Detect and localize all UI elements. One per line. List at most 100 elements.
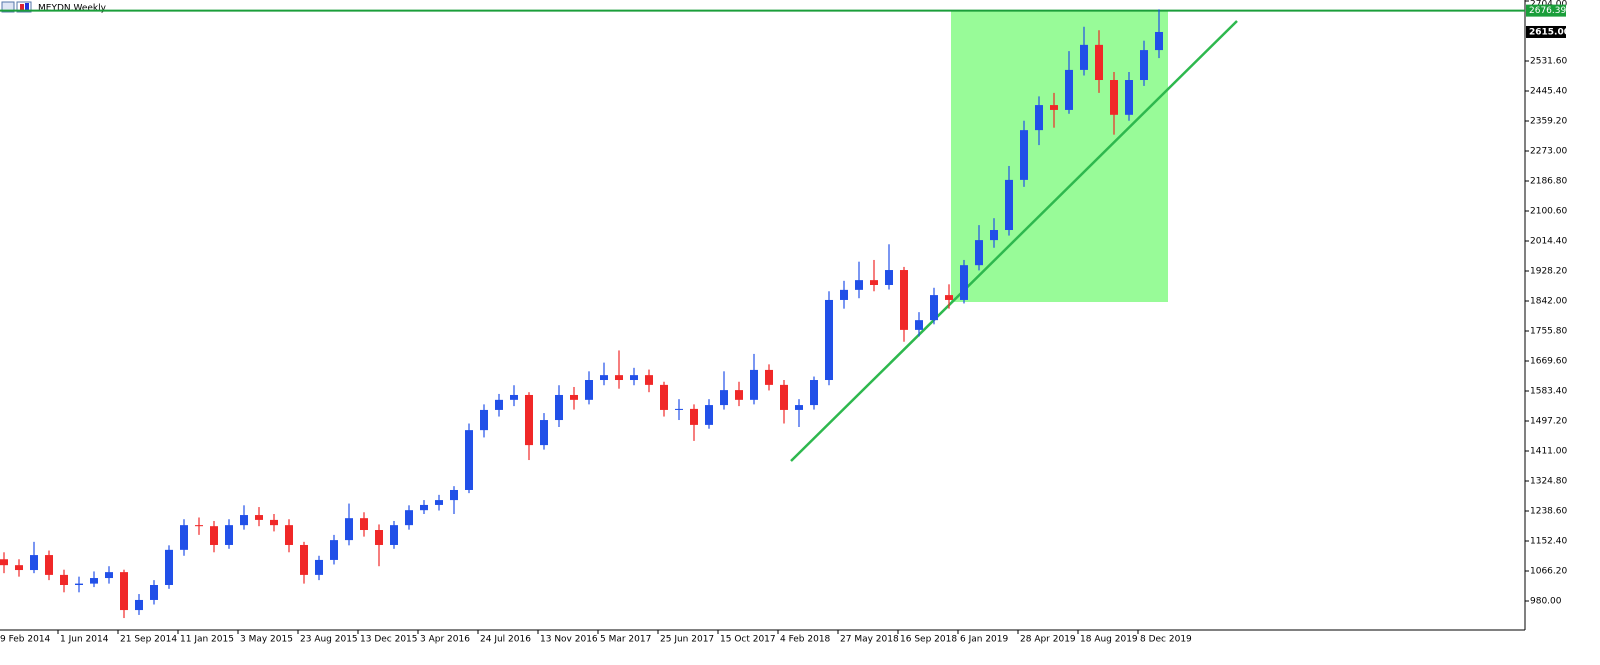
- candle-body: [795, 405, 803, 410]
- x-tick-label: 21 Sep 2014: [120, 635, 177, 645]
- candle-body: [570, 394, 578, 400]
- candle-body: [1005, 179, 1013, 231]
- y-tick-label: 1583.40: [1530, 387, 1567, 397]
- candle-body: [165, 549, 173, 585]
- y-tick-label: 1324.80: [1530, 477, 1567, 487]
- x-tick-label: 11 Jan 2015: [180, 635, 234, 645]
- candle-body: [330, 540, 338, 560]
- candle-body: [810, 380, 818, 406]
- hline-label: 2676.39: [1529, 6, 1566, 16]
- x-tick-label: 18 Aug 2019: [1080, 635, 1138, 645]
- y-tick-label: 2273.00: [1530, 147, 1567, 157]
- candle-body: [540, 420, 548, 446]
- y-tick-label: 1928.20: [1530, 267, 1567, 277]
- candle-body: [435, 500, 443, 505]
- candle-body: [1095, 44, 1103, 81]
- candle-body: [735, 390, 743, 400]
- x-tick-label: 3 Apr 2016: [420, 635, 470, 645]
- x-tick-label: 27 May 2018: [840, 635, 899, 645]
- candle-body: [345, 518, 353, 541]
- x-tick-label: 15 Oct 2017: [720, 635, 776, 645]
- candle-body: [315, 559, 323, 575]
- candle-body: [855, 280, 863, 290]
- candle-body: [495, 399, 503, 410]
- candle-body: [180, 525, 188, 550]
- candle-body: [1140, 50, 1148, 81]
- candle-body: [525, 394, 533, 446]
- candle-body: [360, 518, 368, 531]
- candle-body: [1020, 130, 1028, 180]
- candle-body: [990, 230, 998, 241]
- x-tick-label: 23 Aug 2015: [300, 635, 358, 645]
- candle-body: [1155, 31, 1163, 51]
- candle-body: [1080, 44, 1088, 70]
- candle-body: [285, 525, 293, 545]
- candles: [0, 9, 1163, 619]
- trend-line: [790, 20, 1238, 462]
- x-tick-label: 16 Sep 2018: [900, 635, 957, 645]
- y-tick-label: 1842.00: [1530, 297, 1567, 307]
- candle-body: [1050, 105, 1058, 110]
- candle-body: [105, 572, 113, 579]
- price-badge: [1526, 25, 1566, 38]
- chart-title: MEYDN,Weekly: [38, 4, 107, 14]
- y-tick-label: 2531.60: [1530, 57, 1567, 67]
- candle-body: [375, 530, 383, 545]
- candle-body: [30, 555, 38, 571]
- candle-body: [60, 574, 68, 585]
- candle-body: [975, 240, 983, 266]
- candle-body: [135, 599, 143, 611]
- x-tick-label: 13 Dec 2015: [360, 635, 418, 645]
- candle-body: [765, 369, 773, 385]
- y-tick-label: 2445.40: [1530, 87, 1567, 97]
- y-tick-label: 1669.60: [1530, 357, 1567, 367]
- candle-body: [1125, 80, 1133, 115]
- candle-body: [915, 320, 923, 330]
- candle-body: [825, 299, 833, 381]
- candle-body: [480, 409, 488, 431]
- candle-body: [420, 504, 428, 511]
- candle-body: [660, 384, 668, 410]
- x-tick-label: 5 Mar 2017: [600, 635, 651, 645]
- hline-badge: [1526, 4, 1566, 17]
- y-tick-label: 1066.20: [1530, 567, 1567, 577]
- icon: [25, 3, 29, 10]
- candle-body: [150, 585, 158, 600]
- x-tick-label: 6 Jan 2019: [960, 635, 1008, 645]
- icon: [1, 1, 15, 13]
- candle-body: [0, 559, 8, 566]
- y-tick-label: 2014.40: [1530, 237, 1567, 247]
- x-tick-label: 8 Dec 2019: [1140, 635, 1192, 645]
- candle-body: [720, 390, 728, 406]
- candle-body: [675, 408, 683, 410]
- x-tick-label: 1 Jun 2014: [60, 635, 109, 645]
- candle-body: [255, 515, 263, 520]
- candle-body: [690, 408, 698, 425]
- price-label: 2615.00: [1529, 27, 1570, 37]
- candle-body: [960, 265, 968, 300]
- candle-body: [1110, 80, 1118, 115]
- candle-body: [585, 380, 593, 400]
- candle-body: [630, 375, 638, 381]
- x-tick-label: 24 Jul 2016: [480, 635, 531, 645]
- candle-body: [15, 565, 23, 571]
- candle-body: [210, 526, 218, 545]
- candle-body: [450, 489, 458, 501]
- y-tick-label: 1497.20: [1530, 417, 1567, 427]
- y-tick-label: 980.00: [1530, 597, 1562, 607]
- candle-body: [45, 555, 53, 575]
- candle-body: [705, 405, 713, 425]
- x-tick-label: 13 Nov 2016: [540, 635, 598, 645]
- x-tick-label: 4 Feb 2018: [780, 635, 831, 645]
- y-tick-label: 2186.80: [1530, 177, 1567, 187]
- candle-body: [885, 270, 893, 285]
- candle-body: [75, 583, 83, 585]
- y-tick-label: 1411.00: [1530, 447, 1567, 457]
- candle-body: [90, 578, 98, 584]
- y-tick-label: 2100.60: [1530, 207, 1567, 217]
- x-tick-label: 9 Feb 2014: [0, 635, 51, 645]
- candle-body: [1065, 69, 1073, 110]
- x-tick-label: 25 Jun 2017: [660, 635, 714, 645]
